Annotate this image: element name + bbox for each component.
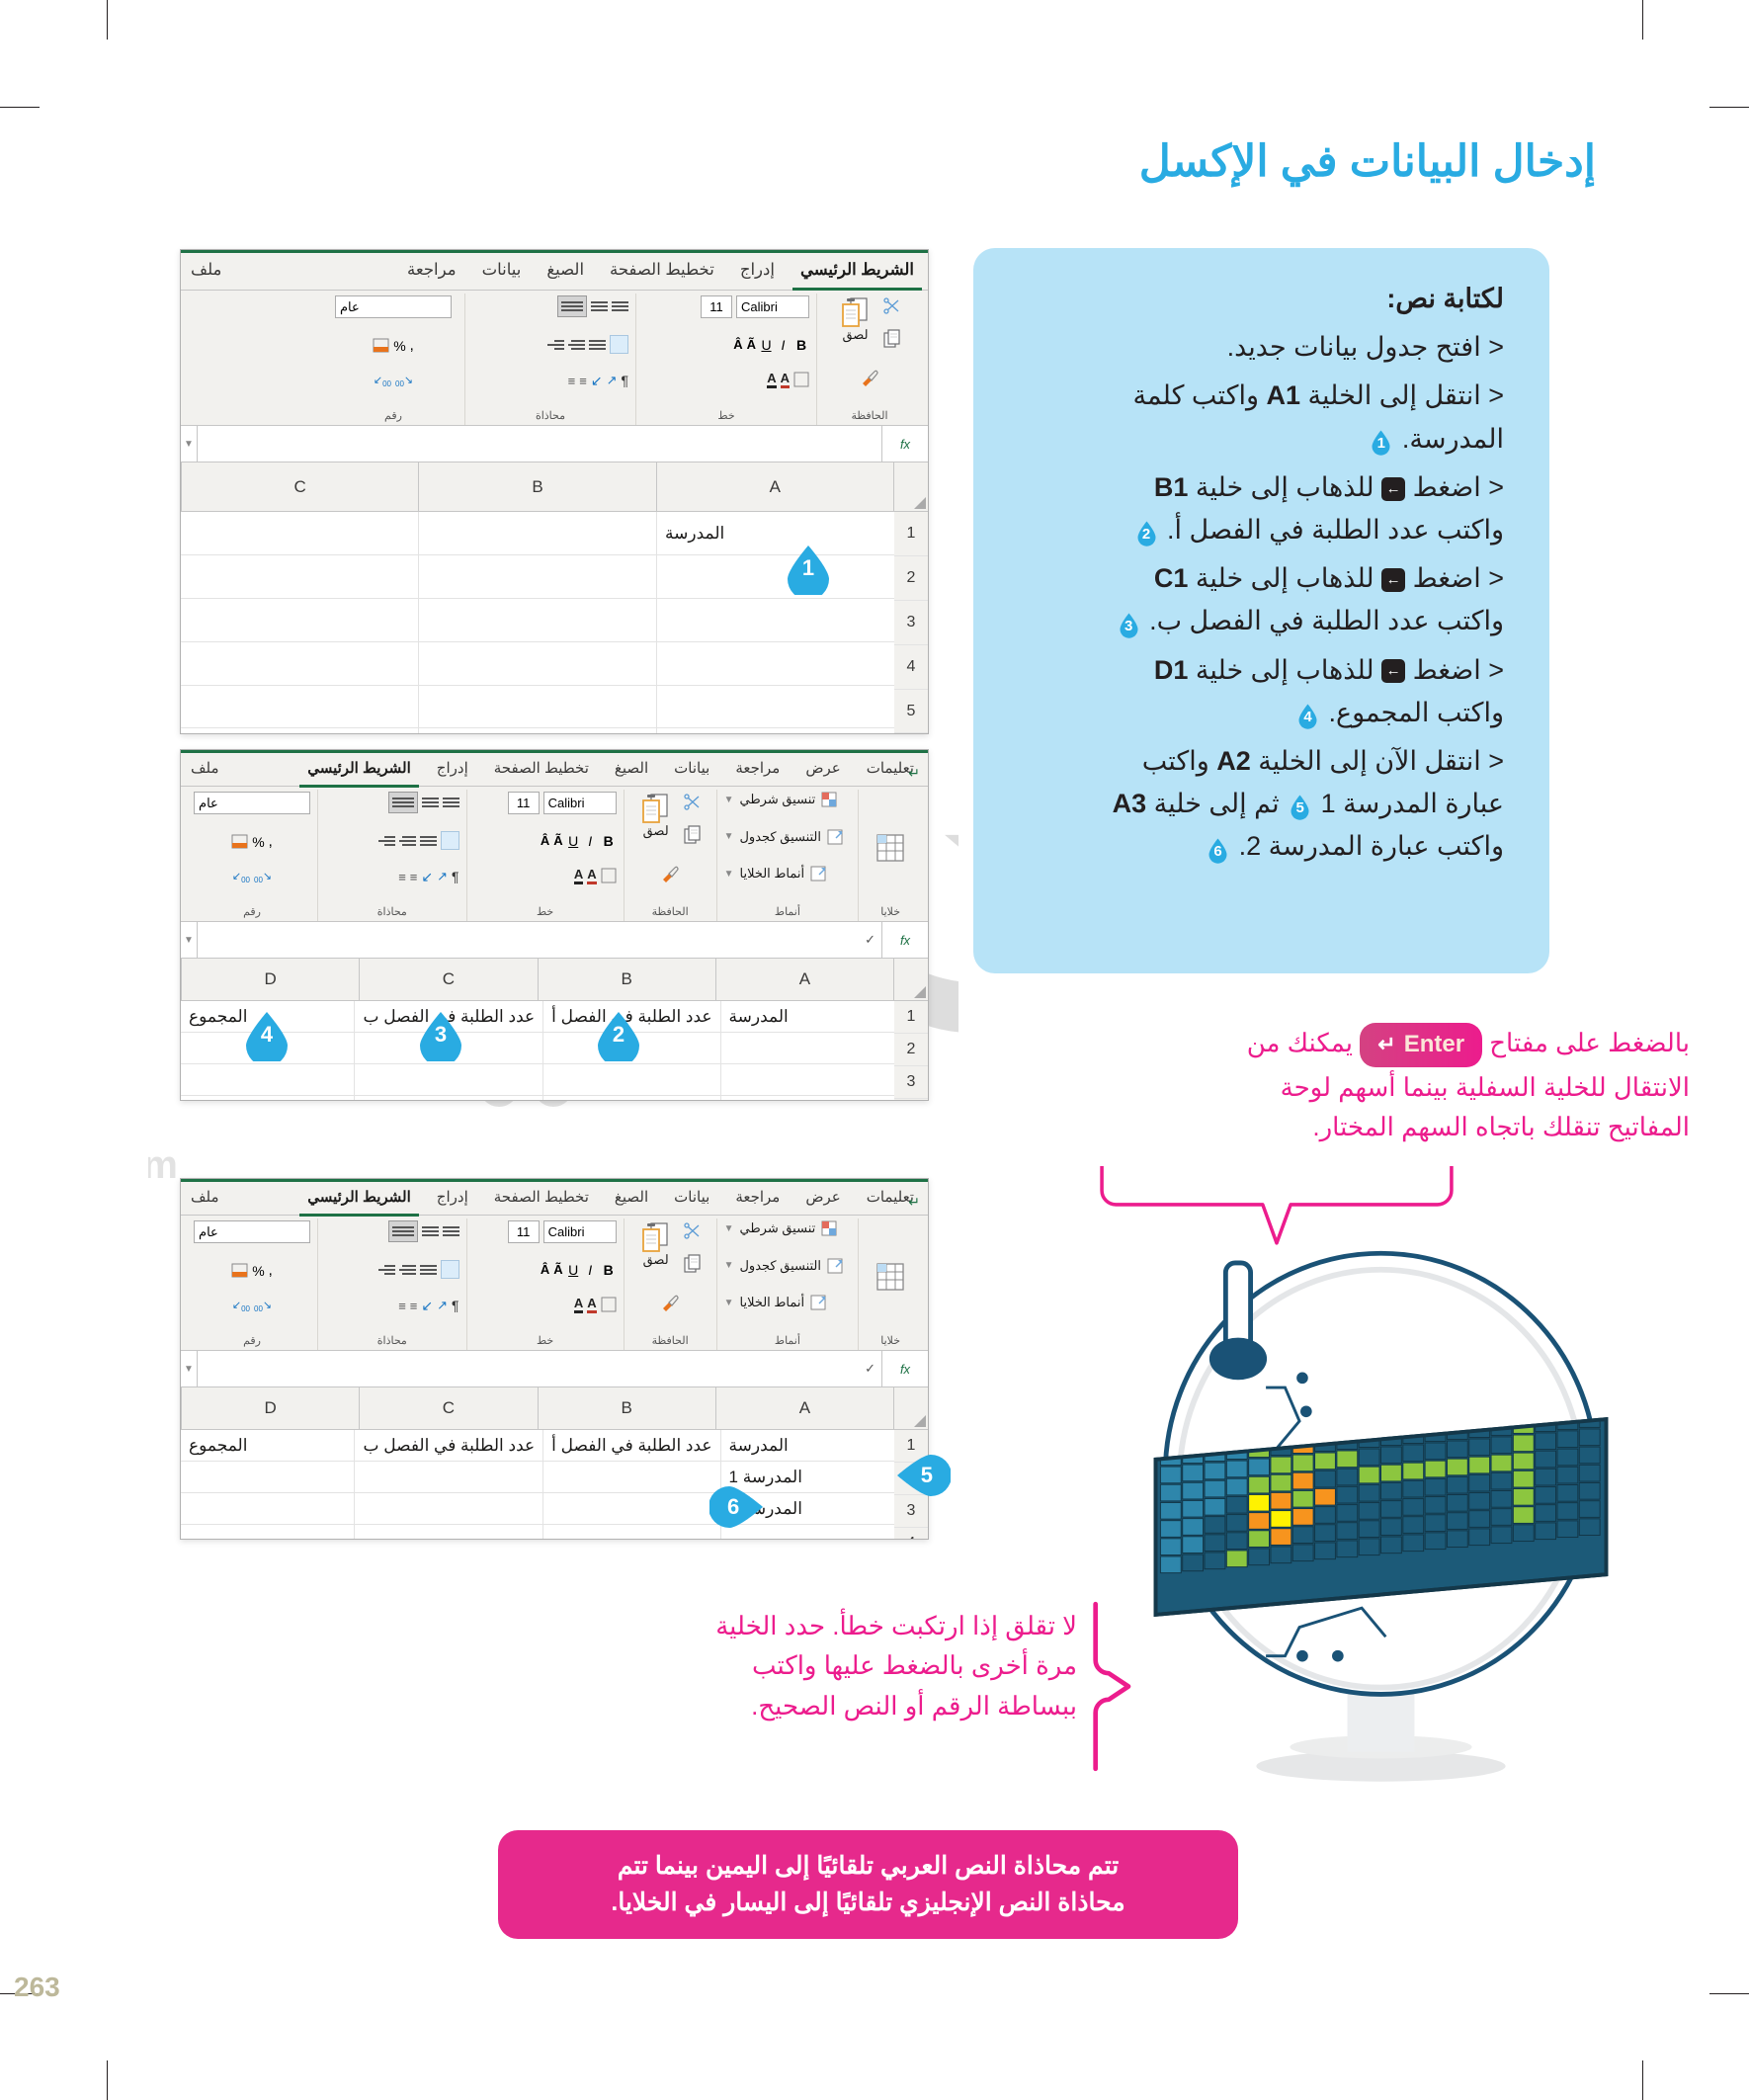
svg-text:beadaya.com | موقع بداية: beadaya.com | موقع بداية <box>148 1143 178 1189</box>
